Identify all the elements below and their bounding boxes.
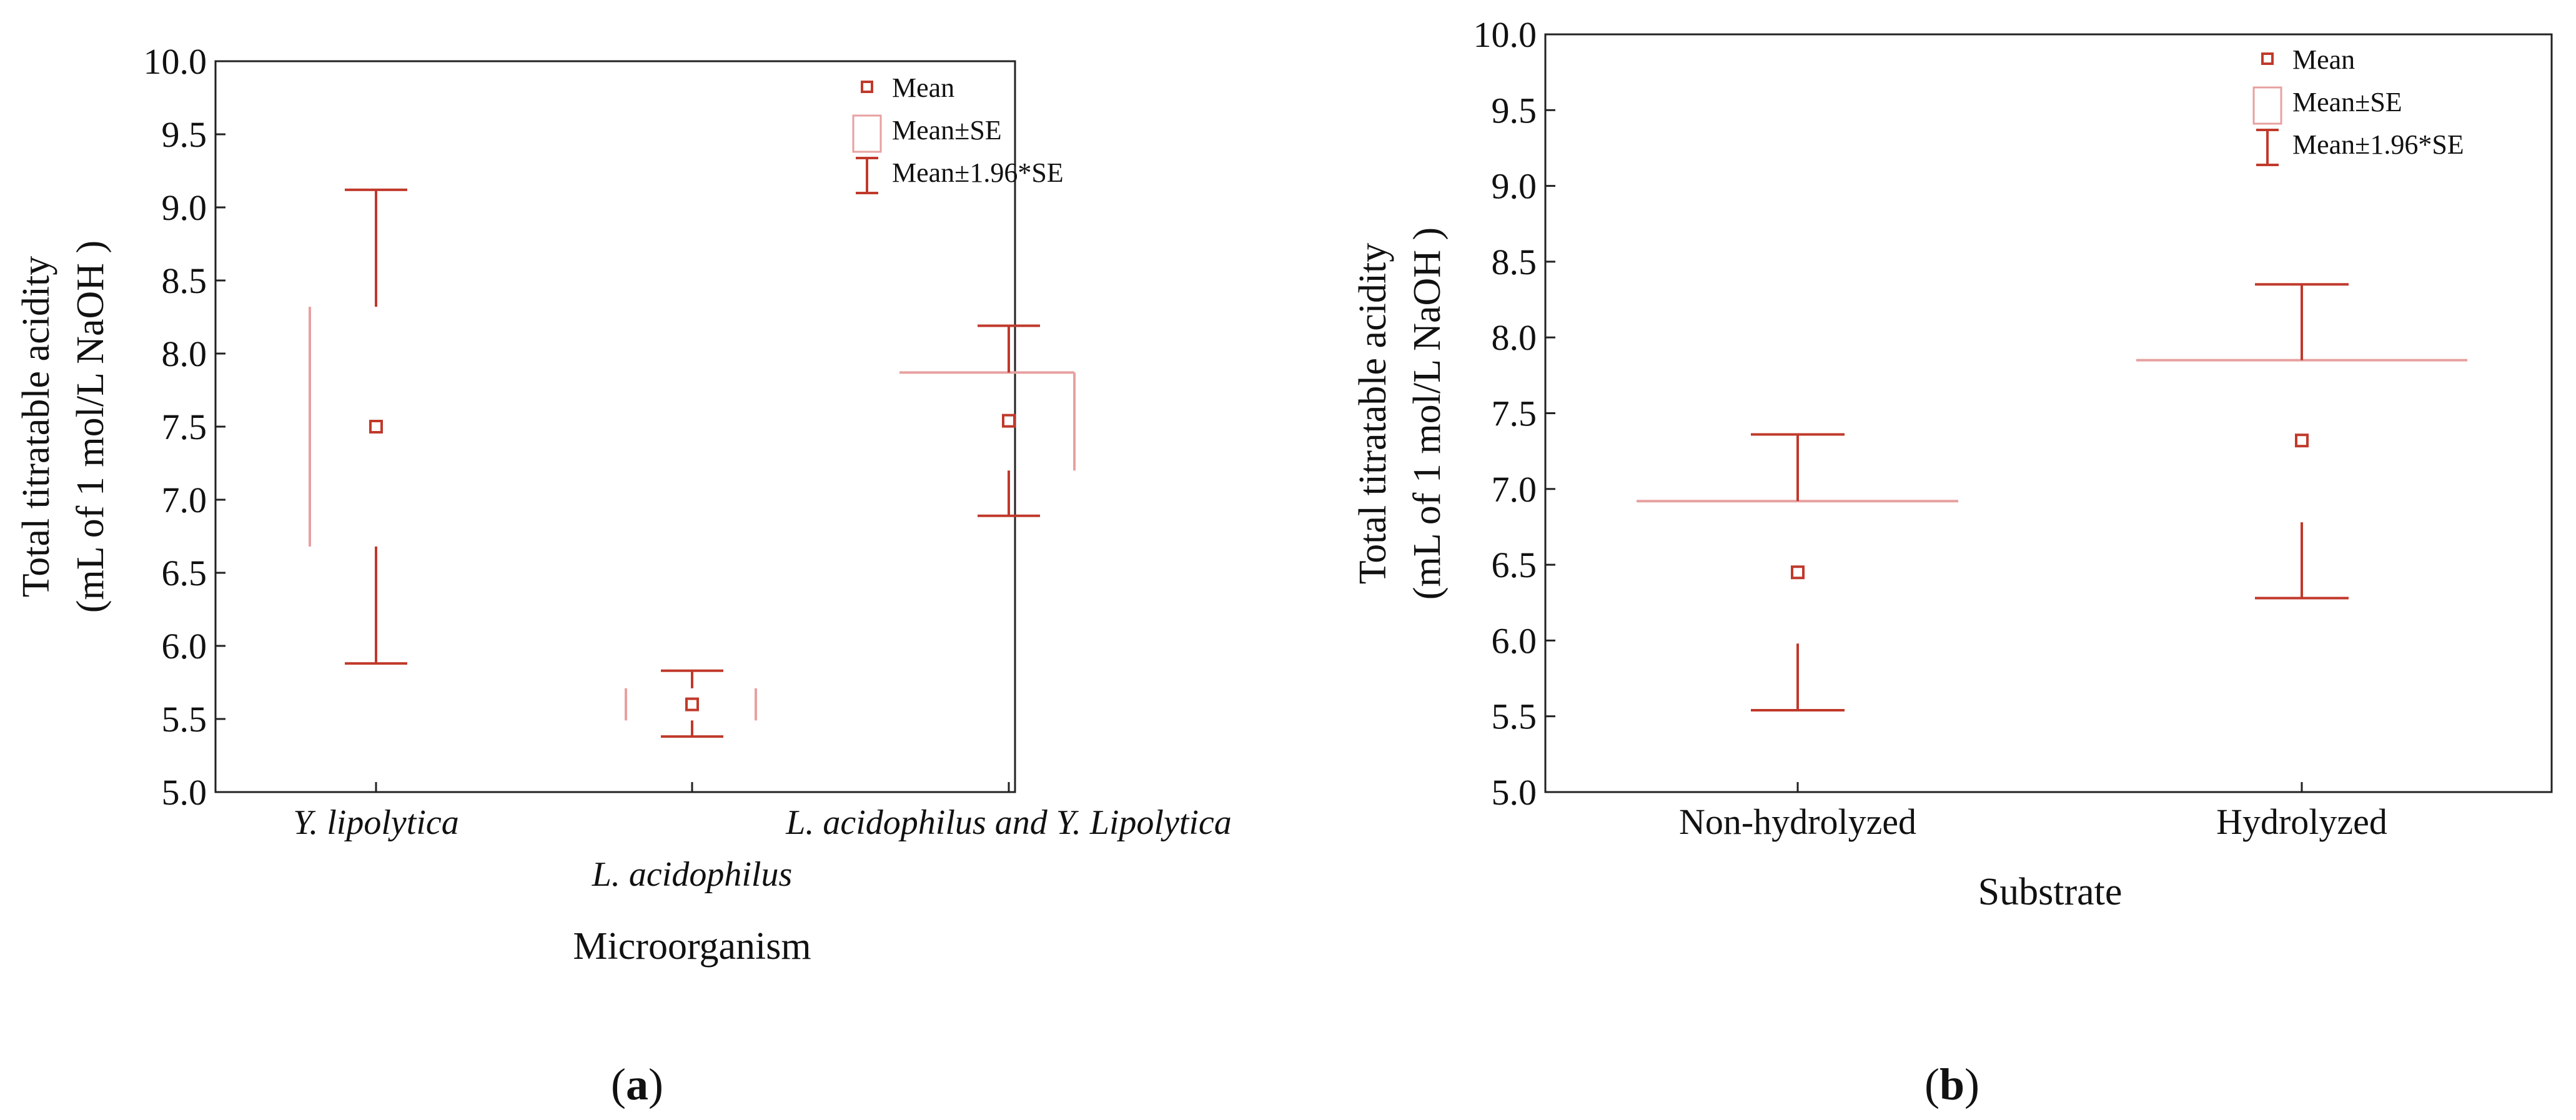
legend-label-mean-1-96-se: Mean±1.96*SE bbox=[892, 157, 1064, 188]
ci-whisker-l-acidophilus bbox=[661, 669, 723, 738]
panel-a-y-axis-label-line-1: Total titratable acidity bbox=[15, 256, 57, 598]
legend-label-mean-1-96-se: Mean±1.96*SE bbox=[2292, 129, 2464, 160]
y-tick-label-9-5: 9.5 bbox=[162, 114, 207, 155]
y-tick-label-9-0: 9.0 bbox=[1492, 166, 1537, 207]
panel-a-legend: Mean Mean±SE Mean±1.96*SE bbox=[852, 72, 1064, 194]
ci-whisker-non-hydrolyzed bbox=[1751, 433, 1845, 711]
y-tick-label-7-0: 7.0 bbox=[1492, 469, 1537, 510]
panel-a-marks bbox=[309, 188, 1076, 738]
y-tick-label-7-0: 7.0 bbox=[162, 480, 207, 520]
y-tick-label-5-5: 5.5 bbox=[162, 699, 207, 740]
mean-point-l-acidophilus bbox=[685, 697, 699, 711]
legend-se-symbol bbox=[2252, 86, 2282, 125]
legend-se-symbol bbox=[852, 114, 882, 153]
panel-a: 5.0 5.5 6.0 6.5 7.0 7.5 8.0 8.5 9.0 9.5 10.0 Y. li… bbox=[15, 41, 1232, 1109]
y-tick-label-6-0: 6.0 bbox=[1492, 620, 1537, 661]
y-tick-label-7-5: 7.5 bbox=[1492, 394, 1537, 434]
se-box-l-acidophilus bbox=[625, 688, 757, 721]
mean-point-y-lipolytica bbox=[369, 420, 383, 434]
panel-b: 5.0 5.5 6.0 6.5 7.0 7.5 8.0 8.5 9.0 9.5 10.0 Non-h… bbox=[1352, 14, 2553, 1109]
legend-label-mean: Mean bbox=[892, 72, 954, 103]
y-tick-label-9-0: 9.0 bbox=[162, 187, 207, 228]
y-tick-label-9-5: 9.5 bbox=[1492, 90, 1537, 131]
x-tick-label-l-acidophilus-and-y-lipolytica: L. acidophilus and Y. Lipolytica bbox=[785, 803, 1232, 842]
y-tick-label-8-5: 8.5 bbox=[1492, 242, 1537, 282]
mean-point-l-acidophilus-and-y-lipolytica bbox=[1002, 414, 1016, 428]
y-tick-label-6-5: 6.5 bbox=[162, 553, 207, 593]
y-tick-label-5-0: 5.0 bbox=[1492, 772, 1537, 813]
x-tick-label-l-acidophilus: L. acidophilus bbox=[592, 855, 792, 894]
panel-b-y-axis-label-line-1: Total titratable acidity bbox=[1352, 243, 1394, 585]
y-tick-label-5-5: 5.5 bbox=[1492, 696, 1537, 737]
x-tick-label-non-hydrolyzed: Non-hydrolyzed bbox=[1679, 801, 1916, 842]
mean-point-non-hydrolyzed bbox=[1791, 565, 1805, 580]
y-tick-label-6-0: 6.0 bbox=[162, 626, 207, 667]
ci-whisker-hydrolyzed bbox=[2255, 283, 2349, 600]
legend-label-mean-se: Mean±SE bbox=[892, 115, 1002, 146]
y-tick-label-7-5: 7.5 bbox=[162, 407, 207, 447]
legend-ci-symbol bbox=[856, 157, 878, 194]
y-tick-label-8-5: 8.5 bbox=[162, 260, 207, 301]
panel-a-letter: a bbox=[626, 1059, 648, 1109]
panel-b-x-axis-label: Substrate bbox=[1978, 871, 2123, 913]
mean-point-hydrolyzed bbox=[2295, 434, 2309, 448]
panel-b-y-ticks: 5.0 5.5 6.0 6.5 7.0 7.5 8.0 8.5 9.0 9.5 10.0 bbox=[1474, 14, 1555, 813]
panel-a-y-axis-label-line-2: (mL of 1 mol/L NaOH ) bbox=[69, 240, 112, 613]
y-tick-label-8-0: 8.0 bbox=[1492, 317, 1537, 358]
panel-b-y-axis-label-line-2: (mL of 1 mol/L NaOH ) bbox=[1406, 227, 1449, 600]
y-tick-label-8-0: 8.0 bbox=[162, 334, 207, 374]
panel-a-x-ticks: Y. lipolytica L. acidophilus L. acidophilu… bbox=[293, 782, 1232, 894]
y-tick-label-5-0: 5.0 bbox=[162, 772, 207, 813]
legend-label-mean: Mean bbox=[2292, 44, 2355, 75]
ci-whisker-l-acidophilus-and-y-lipolytica bbox=[978, 324, 1040, 517]
legend-mean-symbol bbox=[2261, 52, 2274, 65]
panel-b-x-ticks: Non-hydrolyzed Hydrolyzed bbox=[1679, 782, 2387, 842]
legend-ci-symbol bbox=[2256, 129, 2279, 166]
y-tick-label-6-5: 6.5 bbox=[1492, 545, 1537, 585]
legend-label-mean-se: Mean±SE bbox=[2292, 87, 2402, 117]
y-tick-label-10-0: 10.0 bbox=[1474, 14, 1537, 55]
panel-a-x-axis-label: Microorganism bbox=[573, 925, 811, 968]
panel-b-caption-label: (b) bbox=[1925, 1059, 1979, 1109]
x-tick-label-y-lipolytica: Y. lipolytica bbox=[293, 803, 459, 842]
panel-b-marks bbox=[1637, 283, 2467, 711]
panel-b-legend: Mean Mean±SE Mean±1.96*SE bbox=[2252, 44, 2464, 166]
panel-b-letter: b bbox=[1939, 1059, 1964, 1109]
panel-a-y-ticks: 5.0 5.5 6.0 6.5 7.0 7.5 8.0 8.5 9.0 9.5 10.0 bbox=[144, 41, 225, 813]
legend-mean-symbol bbox=[861, 81, 873, 93]
y-tick-label-10-0: 10.0 bbox=[144, 41, 207, 82]
x-tick-label-hydrolyzed: Hydrolyzed bbox=[2216, 801, 2387, 842]
ci-whisker-y-lipolytica bbox=[345, 188, 407, 665]
panel-a-caption-label: (a) bbox=[611, 1059, 663, 1109]
se-box-l-acidophilus-and-y-lipolytica bbox=[899, 371, 1076, 471]
